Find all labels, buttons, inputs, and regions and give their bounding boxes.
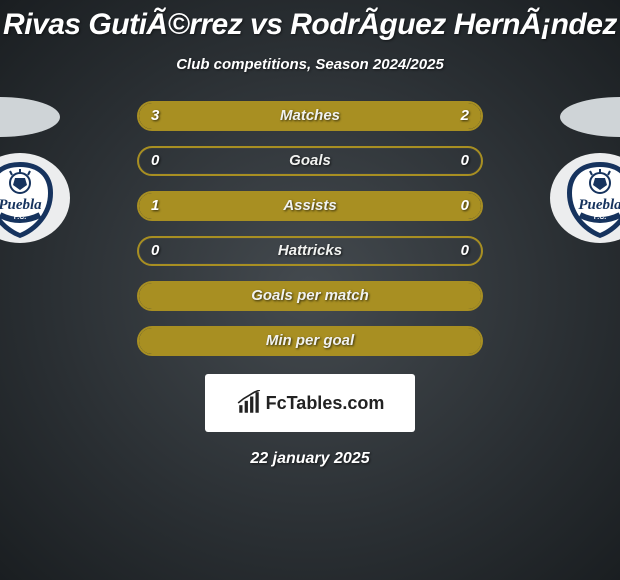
stat-row: 10Assists (137, 191, 483, 221)
svg-text:F.C.: F.C. (14, 214, 27, 221)
club-logo-right: Puebla F.C. (550, 153, 620, 243)
stat-row: 32Matches (137, 101, 483, 131)
player-marker-right (560, 97, 620, 137)
brand-chart-icon (236, 390, 262, 416)
comparison-panel: Puebla F.C. Puebla F.C. 32Matches 00Goals… (0, 101, 620, 468)
page-title: Rivas GutiÃ©rrez vs RodrÃ­guez HernÃ¡nde… (0, 0, 620, 42)
stat-row: 00Goals (137, 146, 483, 176)
stat-label: Goals per match (139, 283, 481, 309)
brand-badge: FcTables.com (205, 374, 415, 432)
stat-bars: 32Matches 00Goals 10Assists 00Hattricks Goal… (137, 101, 483, 356)
stat-label: Matches (139, 103, 481, 129)
brand-text: FcTables.com (266, 393, 385, 414)
stat-row: 00Hattricks (137, 236, 483, 266)
stat-row: Min per goal (137, 326, 483, 356)
svg-text:Puebla: Puebla (578, 197, 620, 213)
player-marker-left (0, 97, 60, 137)
stat-label: Assists (139, 193, 481, 219)
snapshot-date: 22 january 2025 (0, 450, 620, 468)
stat-label: Hattricks (139, 238, 481, 264)
svg-text:Puebla: Puebla (0, 197, 42, 213)
stat-label: Goals (139, 148, 481, 174)
club-logo-left: Puebla F.C. (0, 153, 70, 243)
page-subtitle: Club competitions, Season 2024/2025 (0, 56, 620, 73)
stat-label: Min per goal (139, 328, 481, 354)
svg-text:F.C.: F.C. (594, 214, 607, 221)
stat-row: Goals per match (137, 281, 483, 311)
